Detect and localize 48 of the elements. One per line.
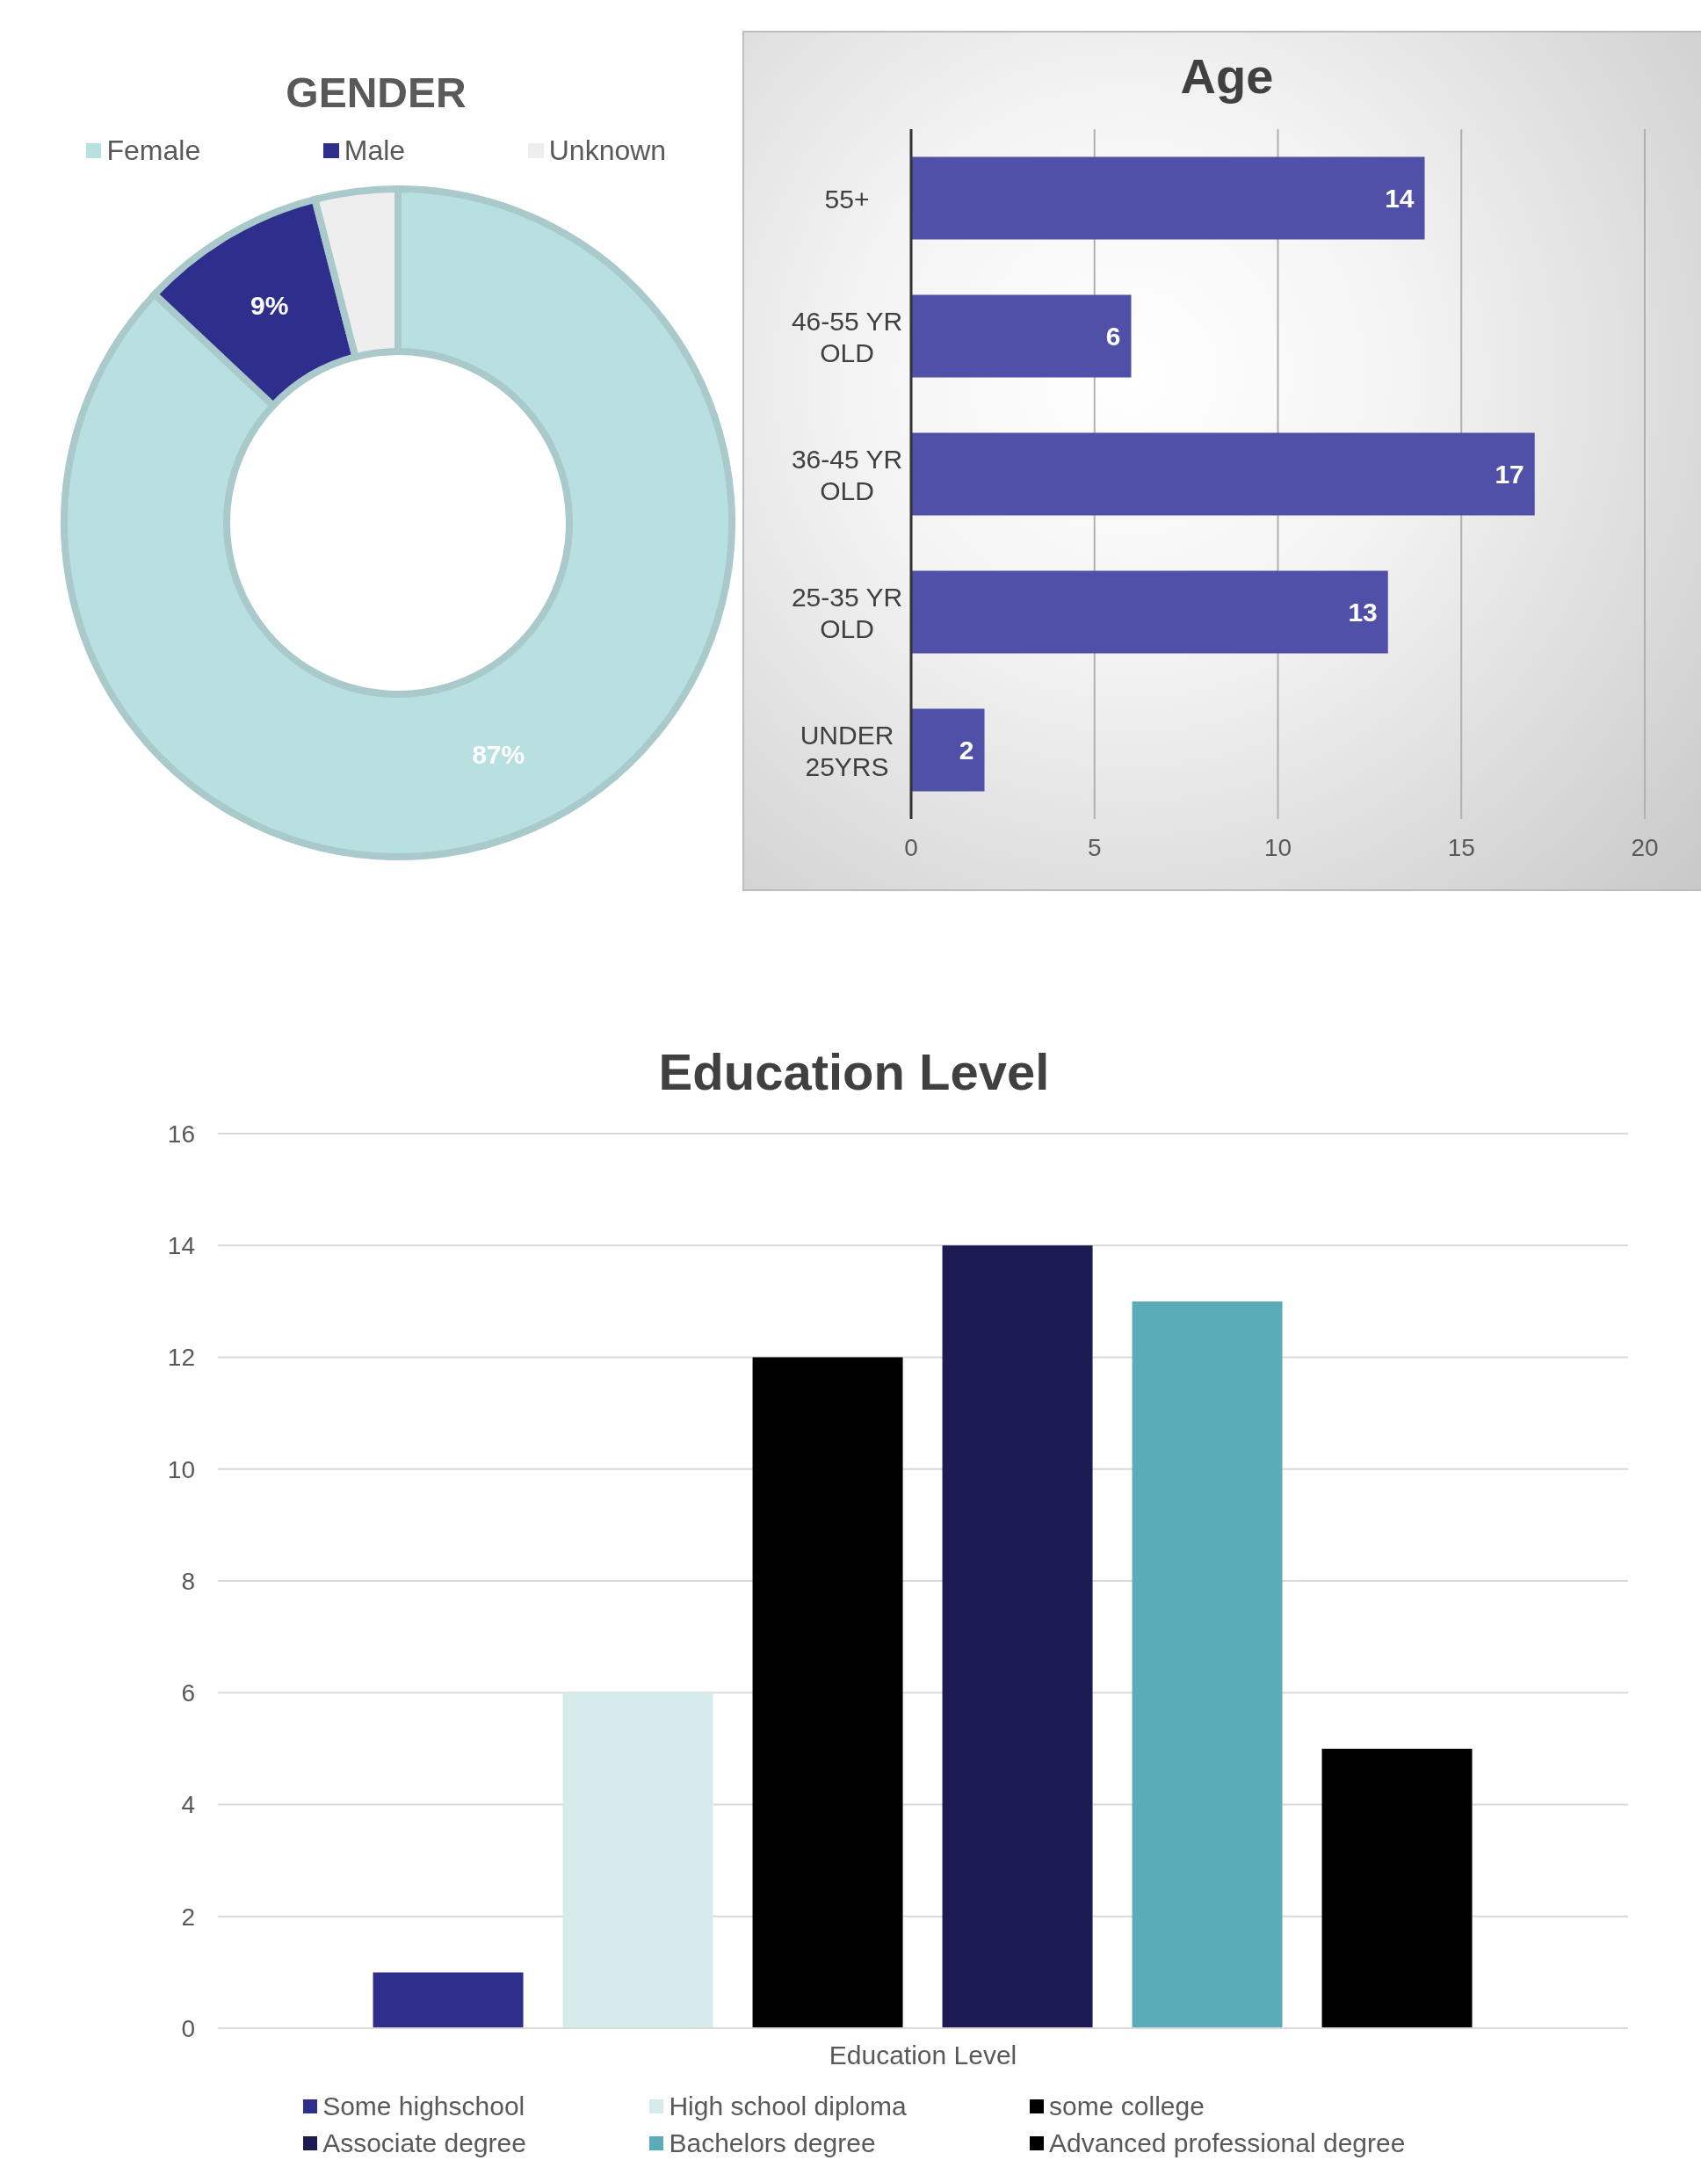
x-tick-label: 15 — [1447, 833, 1475, 861]
bar — [562, 1693, 713, 2028]
legend-label: Some highschool — [322, 2091, 525, 2121]
y-tick-label: 0 — [181, 2014, 195, 2042]
legend-label: Female — [106, 134, 201, 167]
y-tick-label: 4 — [181, 1791, 195, 1819]
data-label: 9% — [250, 291, 289, 321]
data-label: 6 — [1105, 322, 1121, 352]
chart-title: GENDER — [285, 69, 467, 117]
y-tick-label: 8 — [181, 1567, 195, 1595]
bar — [1321, 1748, 1473, 2028]
bar — [911, 294, 1132, 378]
bar — [942, 1245, 1093, 2028]
data-label: 14 — [1385, 184, 1415, 214]
legend-label: High school diploma — [669, 2091, 907, 2121]
chart-title: Age — [1179, 47, 1275, 105]
y-tick-label: 12 — [167, 1344, 195, 1372]
legend-label: some college — [1049, 2091, 1205, 2121]
legend-label: Unknown — [548, 134, 667, 167]
chart-title: Education Level — [657, 1042, 1051, 1102]
bar — [1132, 1301, 1283, 2028]
legend-label: Bachelors degree — [669, 2128, 876, 2158]
bar — [911, 156, 1425, 240]
y-tick-label: 2 — [181, 1903, 195, 1931]
bar — [911, 708, 985, 792]
data-label: 17 — [1494, 460, 1524, 489]
legend-label: Associate degree — [322, 2128, 526, 2158]
y-tick-label: 55+ — [824, 184, 870, 213]
data-label: 2 — [959, 736, 974, 765]
y-tick-label: 16 — [167, 1120, 195, 1148]
y-tick-label: 36-45 YR OLD — [791, 444, 903, 504]
y-tick-label: 25-35 YR OLD — [791, 582, 903, 642]
legend-label: Advanced professional degree — [1049, 2128, 1406, 2158]
legend-label: Male — [344, 134, 406, 167]
bar — [911, 432, 1535, 516]
y-tick-label: 10 — [167, 1455, 195, 1483]
x-tick-label: 20 — [1631, 833, 1659, 861]
data-label: 13 — [1348, 598, 1378, 627]
bar — [373, 1972, 524, 2028]
data-label: 87% — [472, 740, 525, 770]
bar — [911, 570, 1388, 654]
y-tick-label: 46-55 YR OLD — [791, 306, 903, 366]
x-tick-label: 5 — [1087, 833, 1102, 861]
y-tick-label: UNDER 25YRS — [800, 720, 894, 780]
y-tick-label: 14 — [167, 1232, 195, 1260]
y-tick-label: 6 — [181, 1679, 195, 1707]
x-tick-label: 10 — [1263, 833, 1292, 861]
bar — [752, 1357, 903, 2028]
